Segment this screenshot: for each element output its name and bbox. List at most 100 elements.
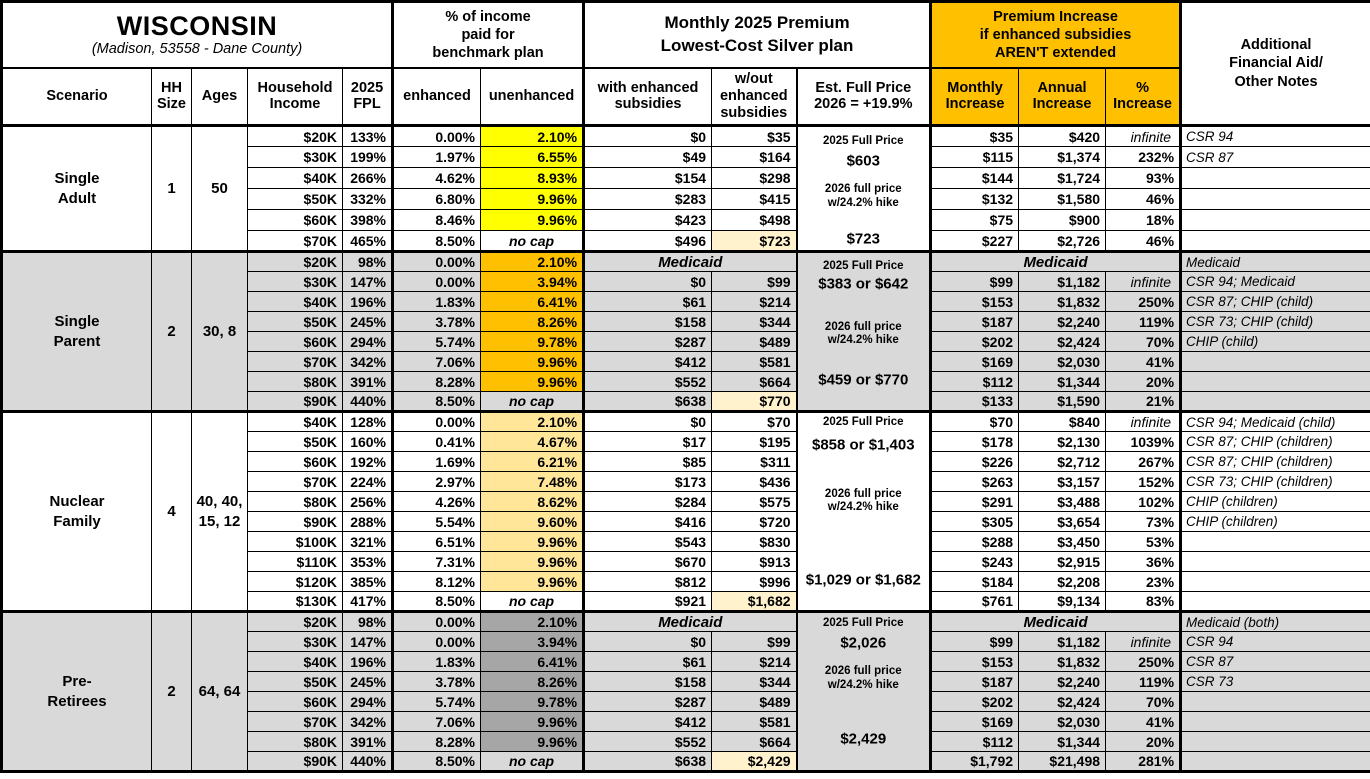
enhanced-pct-cell: 8.50% [391,591,482,612]
notes-cell: CSR 73; CHIP (children) [1179,471,1370,492]
enhanced-pct-cell: 8.28% [391,371,482,392]
est-full-price-price-2026: $723 [846,230,880,248]
household-income-cell: $50K [247,188,343,210]
enhanced-pct-cell: 8.12% [391,571,482,592]
premium-with-subsidies-cell: $49 [582,146,713,168]
premium-with-subsidies-cell: $921 [582,591,713,612]
fpl-cell: 321% [341,531,394,552]
premium-with-subsidies-cell: $154 [582,167,713,189]
premium-with-subsidies-cell: $416 [582,511,713,532]
notes-cell [1179,188,1370,210]
annual-increase-cell: $2,424 [1018,331,1107,352]
monthly-increase-cell: $202 [929,691,1020,712]
monthly-increase-cell: $99 [929,631,1020,652]
premium-with-subsidies-cell: $496 [582,230,713,252]
unenhanced-pct-cell: 9.96% [480,351,585,372]
unenhanced-pct-cell: 2.10% [480,410,585,432]
notes-cell: CSR 73; CHIP (child) [1179,311,1370,332]
pct-increase-cell: 18% [1105,209,1182,231]
fpl-cell: 256% [341,491,394,512]
pct-increase-cell: 119% [1105,311,1182,332]
pct-increase-cell: 53% [1105,531,1182,552]
premium-with-subsidies-cell: $0 [582,271,713,292]
household-income-cell: $20K [247,250,343,272]
enhanced-pct-cell: 4.62% [391,167,482,189]
col-header-pct-increase: % Increase [1105,67,1182,126]
household-income-cell: $90K [247,511,343,532]
fpl-cell: 342% [341,711,394,732]
premium-without-subsidies-cell: $723 [711,230,798,252]
notes-cell: CSR 87; CHIP (children) [1179,431,1370,452]
est-full-price-heading-2026: 2026 full price w/24.2% hike [824,320,902,347]
premium-without-subsidies-cell: $99 [711,271,798,292]
pct-increase-cell: 46% [1105,230,1182,252]
premium-without-subsidies-cell: $2,429 [711,751,798,772]
fpl-cell: 332% [341,188,394,210]
fpl-cell: 133% [341,124,394,147]
annual-increase-cell: $1,832 [1018,291,1107,312]
group-header-premium-increase: Premium Increase if enhanced subsidies A… [929,1,1182,69]
notes-cell [1179,591,1370,612]
premium-with-subsidies-cell: $0 [582,410,713,432]
monthly-increase-cell: $184 [929,571,1020,592]
annual-increase-cell: $3,450 [1018,531,1107,552]
enhanced-pct-cell: 1.83% [391,651,482,672]
monthly-increase-cell: $226 [929,451,1020,472]
fpl-cell: 294% [341,691,394,712]
monthly-increase-cell: $263 [929,471,1020,492]
fpl-cell: 353% [341,551,394,572]
premium-with-subsidies-cell: $412 [582,711,713,732]
notes-cell: CSR 87; CHIP (child) [1179,291,1370,312]
fpl-cell: 147% [341,271,394,292]
est-full-price-heading-2025: 2025 Full Price [823,134,904,147]
annual-increase-cell: $840 [1018,410,1107,432]
fpl-cell: 147% [341,631,394,652]
unenhanced-pct-cell: 9.96% [480,209,585,231]
enhanced-pct-cell: 0.00% [391,124,482,147]
col-header-annual-increase: Annual Increase [1018,67,1107,126]
premium-without-subsidies-cell: $664 [711,371,798,392]
annual-increase-cell: $1,590 [1018,391,1107,412]
monthly-increase-cell: $288 [929,531,1020,552]
est-full-price-heading-2026: 2026 full price w/24.2% hike [824,665,902,691]
fpl-cell: 391% [341,371,394,392]
pct-increase-cell: 70% [1105,691,1182,712]
monthly-increase-cell: $305 [929,511,1020,532]
premium-with-subsidies-cell: $638 [582,391,713,412]
pct-increase-cell: 36% [1105,551,1182,572]
medicaid-merged-premium-cell: Medicaid [582,610,798,632]
enhanced-pct-cell: 0.00% [391,610,482,632]
notes-cell [1179,731,1370,752]
household-income-cell: $30K [247,146,343,168]
premium-with-subsidies-cell: $17 [582,431,713,452]
premium-without-subsidies-cell: $195 [711,431,798,452]
enhanced-pct-cell: 1.97% [391,146,482,168]
ages-cell: 40, 40, 15, 12 [191,410,248,612]
annual-increase-cell: $1,182 [1018,271,1107,292]
pct-increase-cell: 250% [1105,651,1182,672]
premium-without-subsidies-cell: $214 [711,651,798,672]
enhanced-pct-cell: 8.50% [391,230,482,252]
premium-without-subsidies-cell: $913 [711,551,798,572]
premium-with-subsidies-cell: $158 [582,671,713,692]
enhanced-pct-cell: 3.78% [391,311,482,332]
monthly-increase-cell: $112 [929,371,1020,392]
pct-increase-cell: 102% [1105,491,1182,512]
fpl-cell: 160% [341,431,394,452]
unenhanced-pct-cell: 9.96% [480,531,585,552]
premium-without-subsidies-cell: $489 [711,331,798,352]
annual-increase-cell: $1,832 [1018,651,1107,672]
pct-increase-cell: 46% [1105,188,1182,210]
premium-with-subsidies-cell: $670 [582,551,713,572]
fpl-cell: 245% [341,311,394,332]
premium-with-subsidies-cell: $61 [582,291,713,312]
notes-cell: CSR 94 [1179,124,1370,147]
enhanced-pct-cell: 8.28% [391,731,482,752]
est-full-price-price-2026: $2,429 [840,730,887,748]
pct-increase-cell: infinite [1105,124,1182,147]
enhanced-pct-cell: 5.74% [391,331,482,352]
household-income-cell: $80K [247,731,343,752]
fpl-cell: 199% [341,146,394,168]
premium-with-subsidies-cell: $173 [582,471,713,492]
